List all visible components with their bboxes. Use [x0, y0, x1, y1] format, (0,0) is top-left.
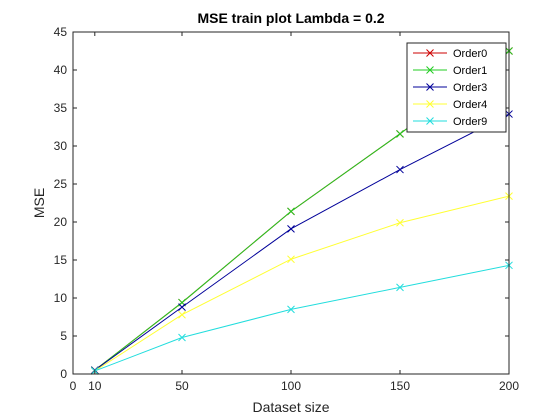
x-tick-label: 10	[88, 379, 102, 393]
x-tick-label: 150	[390, 379, 410, 393]
legend-label-order9: Order9	[453, 116, 487, 128]
x-tick-label: 0	[70, 379, 77, 393]
legend-label-order1: Order1	[453, 65, 487, 77]
data-point-order4	[396, 218, 404, 227]
legend-swatch-marker	[426, 66, 434, 74]
y-tick-label: 5	[60, 329, 67, 343]
chart-title: MSE train plot Lambda = 0.2	[197, 10, 384, 26]
x-tick-label: 200	[499, 379, 519, 393]
legend-label-order0: Order0	[453, 48, 487, 60]
data-point-order3	[287, 224, 295, 233]
y-tick-label: 35	[54, 101, 68, 115]
x-axis-label: Dataset size	[252, 399, 329, 415]
y-tick-label: 30	[54, 139, 68, 153]
y-tick-label: 45	[54, 25, 68, 39]
legend: Order0 Order1 Order3 Order4 Order9	[406, 42, 507, 133]
y-tick-label: 10	[54, 291, 68, 305]
y-tick-label: 0	[60, 367, 67, 381]
y-tick-label: 20	[54, 215, 68, 229]
data-point-order1	[396, 129, 404, 138]
y-tick-label: 40	[54, 63, 68, 77]
data-point-order9	[178, 333, 186, 342]
data-point-order3	[178, 303, 186, 311]
axes-layer: 0 10 50 100 150 200 0 5 10 15 20 25 30 35 40 45	[54, 25, 520, 393]
legend-swatch-marker	[426, 100, 434, 108]
legend-swatch-marker	[426, 49, 434, 57]
x-tick-label: 50	[175, 379, 189, 393]
data-point-order9	[396, 283, 404, 292]
legend-label-order3: Order3	[453, 82, 487, 94]
x-tick-label: 100	[281, 379, 301, 393]
legend-swatch-marker	[426, 117, 434, 125]
data-point-order4	[178, 310, 186, 319]
data-point-order3	[396, 165, 404, 174]
data-point-order9	[287, 305, 295, 314]
data-point-order4	[287, 255, 295, 264]
y-tick-label: 15	[54, 253, 68, 267]
y-tick-label: 25	[54, 177, 68, 191]
data-point-order1	[287, 207, 295, 216]
series-layer	[90, 47, 513, 375]
legend-label-order4: Order4	[453, 99, 487, 111]
y-axis-label: MSE	[31, 188, 47, 218]
legend-swatch-marker	[426, 83, 434, 91]
